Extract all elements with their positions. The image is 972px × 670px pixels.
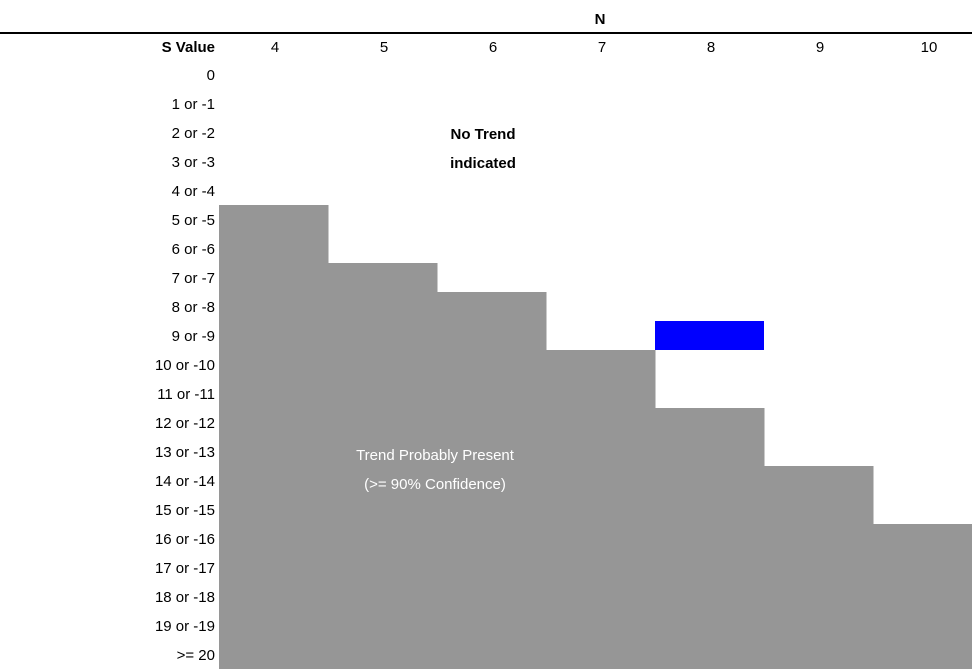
row-label: 16 or -16 xyxy=(155,531,215,548)
row-label: 3 or -3 xyxy=(172,154,215,171)
row-label: 13 or -13 xyxy=(155,444,215,461)
row-label: 6 or -6 xyxy=(172,241,215,258)
trend-cell-n5 xyxy=(328,263,438,669)
row-label: 11 or -11 xyxy=(157,386,215,403)
trend-cell-n6 xyxy=(437,292,547,669)
column-label-8: 8 xyxy=(707,39,715,56)
row-label: 14 or -14 xyxy=(155,473,215,490)
column-label-6: 6 xyxy=(489,39,497,56)
highlight-layer xyxy=(655,321,764,350)
row-label: 17 or -17 xyxy=(155,560,215,577)
trend-cell-n8 xyxy=(655,408,765,669)
trend-cell-n4 xyxy=(219,205,329,669)
column-label-5: 5 xyxy=(380,39,388,56)
column-label-7: 7 xyxy=(598,39,606,56)
no-trend-label: indicated xyxy=(450,155,516,172)
column-header-n: N xyxy=(595,11,606,28)
row-label: >= 20 xyxy=(177,647,215,664)
trend-cell-n7 xyxy=(546,350,656,669)
highlighted-cell xyxy=(655,321,764,350)
row-labels: 0 1 or -1 2 or -2 3 or -3 4 or -4 5 or -5 6 or… xyxy=(155,67,215,664)
row-label: 15 or -15 xyxy=(155,502,215,519)
column-labels: 4 5 6 7 8 9 10 xyxy=(271,39,938,56)
row-label: 10 or -10 xyxy=(155,357,215,374)
row-label: 9 or -9 xyxy=(172,328,215,345)
no-trend-label: No Trend xyxy=(450,126,515,143)
row-label: 8 or -8 xyxy=(172,299,215,316)
row-label: 5 or -5 xyxy=(172,212,215,229)
trend-present-label: Trend Probably Present xyxy=(356,447,515,464)
trend-present-label: (>= 90% Confidence) xyxy=(364,476,506,493)
row-label: 7 or -7 xyxy=(172,270,215,287)
trend-cell-n9 xyxy=(764,466,874,669)
trend-cell-n10 xyxy=(873,524,972,669)
column-label-9: 9 xyxy=(816,39,824,56)
row-label: 4 or -4 xyxy=(172,183,215,200)
row-label: 2 or -2 xyxy=(172,125,215,142)
trend-region xyxy=(219,205,972,669)
row-label: 12 or -12 xyxy=(155,415,215,432)
region-labels: No Trend indicated Trend Probably Present (… xyxy=(356,126,516,493)
row-header-s-value: S Value xyxy=(162,39,215,56)
column-label-4: 4 xyxy=(271,39,279,56)
column-label-10: 10 xyxy=(921,39,938,56)
row-label: 19 or -19 xyxy=(155,618,215,635)
row-label: 1 or -1 xyxy=(172,96,215,113)
row-label: 18 or -18 xyxy=(155,589,215,606)
row-label: 0 xyxy=(207,67,215,84)
